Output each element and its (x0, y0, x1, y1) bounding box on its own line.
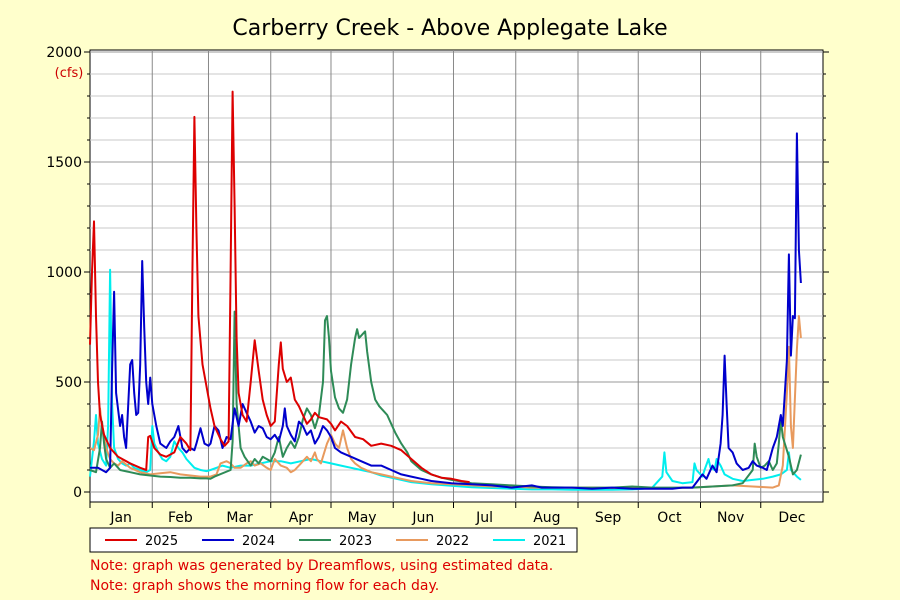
x-tick-label: Feb (168, 510, 193, 526)
x-tick-label: Mar (226, 510, 253, 526)
series-line-2023 (89, 310, 802, 489)
x-tick-label: Apr (289, 510, 313, 526)
x-tick-label: Aug (533, 510, 560, 526)
legend-label-2025: 2025 (145, 534, 178, 549)
x-tick-label: Jun (411, 510, 434, 526)
x-tick-label: Nov (717, 510, 744, 526)
legend-label-2024: 2024 (242, 534, 275, 549)
legend-label-2022: 2022 (436, 534, 469, 549)
series-layer (89, 90, 802, 491)
x-tick-label: Sep (595, 510, 622, 526)
grid-lines (90, 50, 823, 502)
x-tick-label: Oct (657, 510, 682, 526)
chart-title: Carberry Creek - Above Applegate Lake (232, 16, 667, 41)
note-morning-flow: Note: graph shows the morning flow for e… (90, 578, 440, 594)
x-tick-label: May (348, 510, 377, 526)
y-tick-label: 500 (55, 375, 82, 391)
y-tick-label: 1500 (46, 155, 82, 171)
legend-label-2023: 2023 (339, 534, 372, 549)
x-tick-label: Dec (778, 510, 805, 526)
note-estimated-data: Note: graph was generated by Dreamflows,… (90, 558, 554, 574)
legend-label-2021: 2021 (533, 534, 566, 549)
y-tick-label: 2000 (46, 45, 82, 61)
legend: 2025 2024 2023 2022 2021 (89, 527, 578, 553)
series-line-2021 (89, 268, 802, 491)
y-tick-label: 0 (73, 485, 82, 501)
series-line-2025 (89, 90, 470, 484)
x-tick-label: Jan (109, 510, 132, 526)
series-line-2024 (90, 132, 802, 490)
x-tick-label: Jul (475, 510, 493, 526)
y-axis-unit-label: (cfs) (55, 66, 84, 81)
axes-layer: 0 500 1000 1500 2000 Jan Feb Mar Apr May Jun Jul Aug… (46, 45, 829, 526)
y-tick-label: 1000 (46, 265, 82, 281)
